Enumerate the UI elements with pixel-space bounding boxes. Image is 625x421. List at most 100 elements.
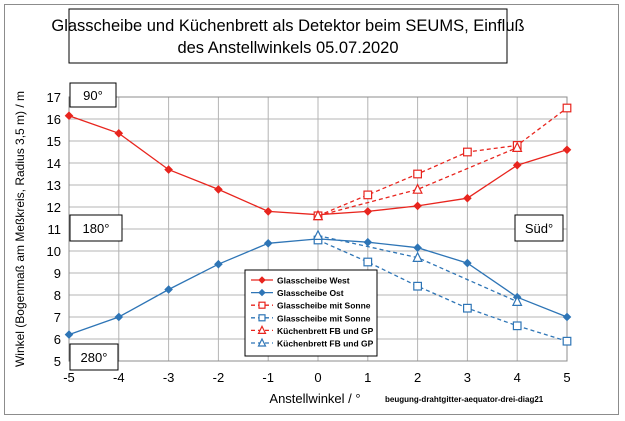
data-point <box>511 141 523 152</box>
annotation-90-text: 90° <box>83 88 103 103</box>
y-tick-label: 12 <box>47 200 61 215</box>
annotation-280: 280° <box>69 343 119 371</box>
x-tick-label: 0 <box>314 370 321 385</box>
y-tick-label: 10 <box>47 244 61 259</box>
line-chart: Glasscheibe und Küchenbrett als Detektor… <box>13 8 572 406</box>
data-point <box>412 183 423 194</box>
data-point <box>164 165 173 174</box>
data-point <box>363 207 373 216</box>
legend-item: Glasscheibe mit Sonne <box>251 301 371 311</box>
y-tick-label: 17 <box>47 90 61 105</box>
legend: Glasscheibe West Glasscheibe Ost Glasschei… <box>244 269 378 357</box>
legend-label: Glasscheibe Ost <box>277 288 344 298</box>
x-tick-label: 4 <box>514 370 521 385</box>
chart-title-line-2: des Anstellwinkels 05.07.2020 <box>177 39 398 57</box>
data-point <box>114 128 124 138</box>
series-5 <box>312 141 523 221</box>
plot-border <box>68 96 568 362</box>
x-axis-label: Anstellwinkel / ° <box>269 391 360 406</box>
y-tick-label: 16 <box>47 112 61 127</box>
data-point <box>463 303 472 313</box>
legend-label: Küchenbrett FB und GP <box>277 326 374 336</box>
y-tick-label: 5 <box>54 354 61 369</box>
data-point <box>463 193 472 203</box>
series-layer <box>64 103 572 346</box>
data-point <box>312 209 324 221</box>
legend-item: Glasscheibe mit Sonne <box>251 313 371 323</box>
data-point <box>114 312 124 322</box>
data-point <box>562 103 572 113</box>
data-point <box>463 258 472 268</box>
data-point <box>257 325 267 334</box>
gridlines <box>68 96 568 362</box>
annotation-sued-text: Süd° <box>525 221 553 236</box>
data-point <box>562 336 572 346</box>
legend-item: Glasscheibe West <box>251 276 350 286</box>
x-tick-label: 3 <box>464 370 471 385</box>
data-point <box>413 243 422 253</box>
annotation-180-text: 180° <box>83 221 110 236</box>
data-point <box>257 337 267 347</box>
data-point <box>64 111 74 121</box>
data-point <box>214 259 223 269</box>
series-line <box>317 239 568 342</box>
y-tick-label: 8 <box>54 288 61 303</box>
series-line <box>317 147 518 217</box>
source-label: beugung-drahtgitter-aequator-drei-diag21 <box>385 395 544 404</box>
y-tick-label: 7 <box>54 310 61 325</box>
data-point <box>258 288 266 297</box>
legend-label: Glasscheibe mit Sonne <box>277 301 371 311</box>
data-point <box>562 145 572 155</box>
legend-label: Küchenbrett FB und GP <box>277 339 374 349</box>
data-point <box>512 160 522 170</box>
legend-box <box>244 269 378 357</box>
y-tick-label: 11 <box>48 222 62 237</box>
data-point <box>258 314 266 322</box>
y-tick-label: 13 <box>47 178 61 193</box>
annotation-sued: Süd° <box>514 214 564 242</box>
chart-title-line-1: Glasscheibe und Küchenbrett als Detektor… <box>51 17 524 35</box>
title-box <box>68 8 508 64</box>
data-point <box>363 190 373 200</box>
x-tick-label: -2 <box>213 370 225 385</box>
y-axis-label: Winkel (Bogenmaß am Meßkreis, Radius 3,5… <box>13 91 27 367</box>
data-point <box>258 276 266 284</box>
data-point <box>363 237 373 247</box>
data-point <box>164 285 173 294</box>
data-point <box>263 207 273 216</box>
y-tick-label: 9 <box>54 266 61 281</box>
y-tick-label: 15 <box>47 134 61 149</box>
data-point <box>214 185 223 194</box>
data-point <box>562 312 572 322</box>
x-tick-label: 1 <box>364 370 371 385</box>
x-tick-label: 5 <box>563 370 570 385</box>
data-point <box>413 281 422 291</box>
legend-item: Küchenbrett FB und GP <box>251 337 374 349</box>
data-point <box>413 201 422 211</box>
legend-item: Küchenbrett FB und GP <box>251 325 374 336</box>
y-tick-label: 14 <box>47 156 61 171</box>
data-point <box>511 295 523 306</box>
data-point <box>463 147 472 157</box>
x-tick-label: -1 <box>262 370 274 385</box>
data-point <box>312 229 324 240</box>
series-line <box>317 107 568 217</box>
x-tick-label: -5 <box>63 370 75 385</box>
data-point <box>258 301 266 309</box>
series-6 <box>312 229 523 306</box>
data-point <box>64 330 74 339</box>
data-point <box>263 238 273 248</box>
legend-label: Glasscheibe mit Sonne <box>277 313 371 323</box>
legend-label: Glasscheibe West <box>277 276 350 286</box>
data-point <box>412 251 423 262</box>
data-point <box>512 321 522 331</box>
annotation-90: 90° <box>69 82 117 108</box>
chart-frame: Glasscheibe und Küchenbrett als Detektor… <box>4 4 619 415</box>
x-tick-label: 2 <box>414 370 421 385</box>
annotation-180: 180° <box>69 214 123 242</box>
data-point <box>363 257 373 267</box>
annotation-280-text: 280° <box>81 350 108 365</box>
y-tick-label: 6 <box>54 332 61 347</box>
data-point <box>413 169 422 179</box>
